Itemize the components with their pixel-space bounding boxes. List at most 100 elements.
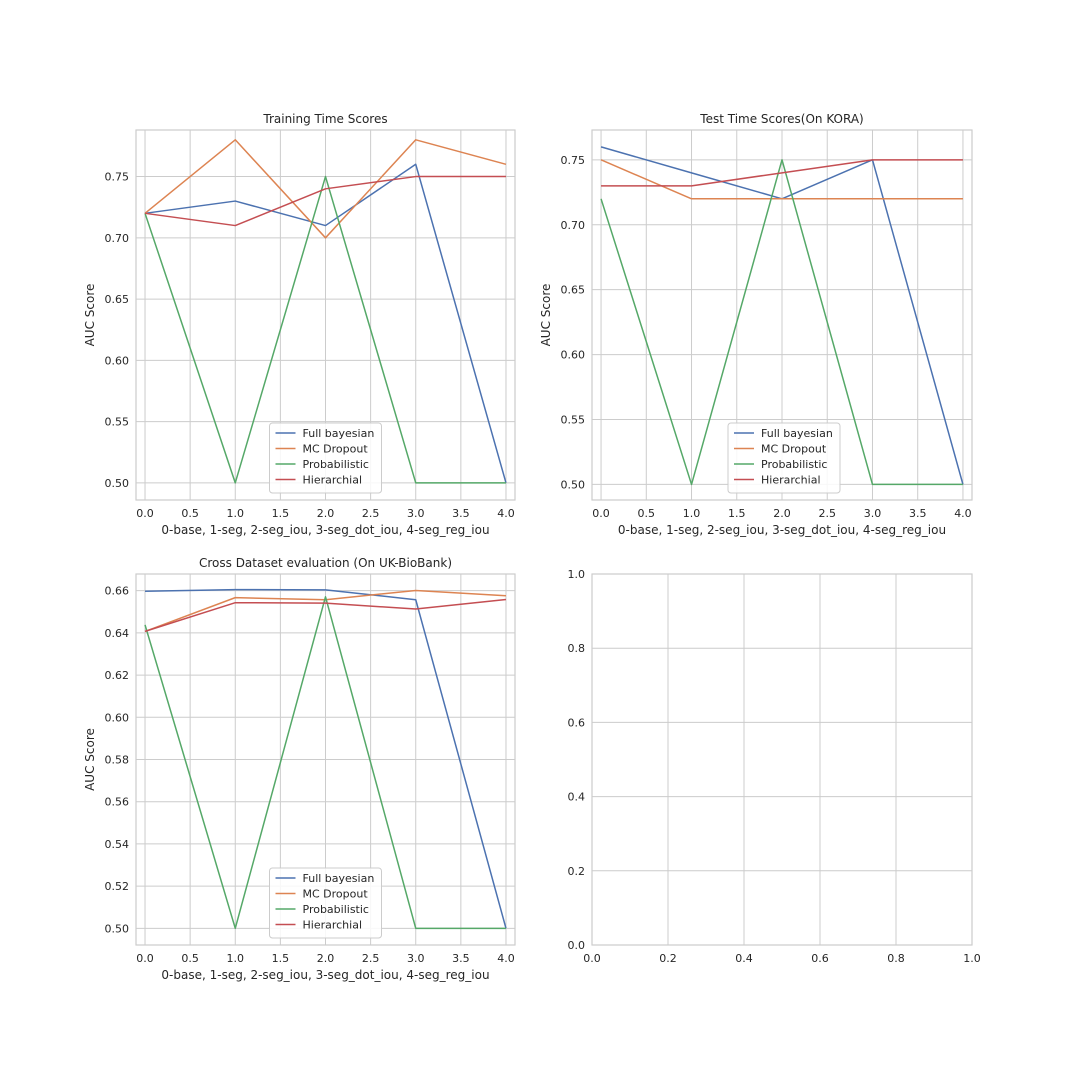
data-point: [600, 198, 602, 200]
legend-entry: Probabilistic: [303, 903, 369, 916]
legend-entry: MC Dropout: [761, 443, 827, 456]
data-point: [324, 224, 326, 226]
x-tick-label: 0.0: [136, 952, 154, 965]
x-tick-label: 1.0: [963, 952, 981, 965]
x-axis-label: 0-base, 1-seg, 2-seg_iou, 3-seg_dot_iou,…: [618, 523, 946, 537]
data-point: [962, 483, 964, 485]
x-tick-label: 2.0: [317, 507, 335, 520]
x-tick-label: 1.5: [728, 507, 746, 520]
series-line: [600, 159, 963, 486]
data-point: [324, 602, 326, 604]
y-tick-label: 0.54: [105, 838, 130, 851]
x-tick-label: 0.2: [659, 952, 677, 965]
series-line: [145, 588, 507, 929]
x-tick-label: 0.0: [136, 507, 154, 520]
x-tick-label: 4.0: [954, 507, 972, 520]
x-tick-label: 3.5: [909, 507, 927, 520]
data-point: [962, 198, 964, 200]
legend-entry: Hierarchial: [303, 919, 363, 932]
x-tick-label: 3.5: [452, 507, 470, 520]
data-point: [962, 159, 964, 161]
series-line: [601, 159, 963, 187]
data-point: [234, 139, 236, 141]
subplot-empty: 0.0 0.2 0.4 0.6 0.8 1.0 0.0 0.2 0.4 0.6 0.8 1.0: [568, 568, 981, 965]
y-tick-label: 0.0: [568, 939, 586, 952]
series-line: [144, 163, 507, 484]
data-point: [871, 198, 873, 200]
series-line: [144, 596, 506, 930]
legend-entry: Hierarchial: [761, 474, 821, 487]
data-point: [505, 595, 507, 597]
y-tick-label: 0.65: [561, 284, 586, 297]
data-point: [144, 630, 146, 632]
y-tick-label: 0.8: [568, 642, 586, 655]
data-point: [234, 927, 236, 929]
data-point: [690, 172, 692, 174]
y-tick-label: 0.55: [105, 416, 130, 429]
legend: Full bayesian MC Dropout Probabilistic Hier…: [269, 867, 382, 939]
x-tick-label: 0.5: [638, 507, 656, 520]
data-point: [600, 146, 602, 148]
legend: Full bayesian MC Dropout Probabilistic Hier…: [269, 422, 382, 494]
x-tick-label: 3.5: [452, 952, 470, 965]
data-point: [871, 483, 873, 485]
x-tick-label: 0.4: [735, 952, 753, 965]
data-point: [415, 163, 417, 165]
legend: Full bayesian MC Dropout Probabilistic Hier…: [727, 422, 841, 494]
y-tick-label: 0.52: [105, 880, 130, 893]
data-point: [144, 590, 146, 592]
data-point: [415, 589, 417, 591]
series-line: [144, 175, 506, 227]
x-tick-label: 1.5: [272, 507, 290, 520]
data-point: [871, 159, 873, 161]
data-point: [415, 482, 417, 484]
data-point: [690, 483, 692, 485]
subplot-training-time: 0.0 0.5 1.0 1.5 2.0 2.5 3.0 3.5 4.0 0.50 0.55 0.60 0…: [83, 112, 516, 537]
data-point: [415, 608, 417, 610]
series-line: [144, 589, 507, 633]
data-point: [690, 185, 692, 187]
data-point: [505, 598, 507, 600]
legend-entry: MC Dropout: [303, 888, 369, 901]
y-axis-label: AUC Score: [83, 284, 97, 347]
y-tick-label: 0.75: [561, 154, 586, 167]
data-point: [600, 159, 602, 161]
data-point: [234, 224, 236, 226]
y-tick-label: 0.4: [568, 791, 586, 804]
y-tick-label: 0.70: [561, 219, 586, 232]
series-line: [144, 598, 507, 633]
y-tick-label: 0.56: [105, 796, 130, 809]
y-tick-label: 0.50: [561, 478, 586, 491]
y-tick-label: 0.66: [105, 585, 130, 598]
chart-title: Test Time Scores(On KORA): [699, 112, 863, 126]
axes-frame: [135, 129, 516, 501]
legend-frame: [269, 867, 382, 939]
x-axis-label: 0-base, 1-seg, 2-seg_iou, 3-seg_dot_iou,…: [161, 523, 489, 537]
data-point: [505, 163, 507, 165]
data-point: [600, 185, 602, 187]
y-tick-label: 0.75: [105, 171, 130, 184]
y-tick-label: 0.60: [105, 354, 130, 367]
subplot-cross-dataset-ukbiobank: 0.0 0.5 1.0 1.5 2.0 2.5 3.0 3.5 4.0 0.50 0.52 0.54 0…: [83, 556, 516, 982]
y-tick-label: 0.62: [105, 669, 130, 682]
data-point: [505, 927, 507, 929]
data-point: [781, 159, 783, 161]
data-point: [234, 200, 236, 202]
data-point: [324, 237, 326, 239]
x-tick-label: 1.0: [227, 952, 245, 965]
data-point: [324, 175, 326, 177]
legend-entry: Hierarchial: [303, 474, 363, 487]
x-tick-label: 3.0: [407, 952, 425, 965]
legend-entry: Probabilistic: [303, 458, 369, 471]
x-tick-label: 2.5: [362, 507, 380, 520]
legend-entry: Full bayesian: [761, 427, 833, 440]
chart-title: Cross Dataset evaluation (On UK-BioBank): [199, 556, 452, 570]
y-tick-label: 0.70: [105, 232, 130, 245]
data-point: [324, 188, 326, 190]
data-point: [505, 175, 507, 177]
x-tick-label: 1.0: [227, 507, 245, 520]
subplot-test-time-kora: 0.0 0.5 1.0 1.5 2.0 2.5 3.0 3.5 4.0 0.50 0.55 0.60 0…: [539, 112, 973, 537]
legend-entry: Probabilistic: [761, 458, 827, 471]
